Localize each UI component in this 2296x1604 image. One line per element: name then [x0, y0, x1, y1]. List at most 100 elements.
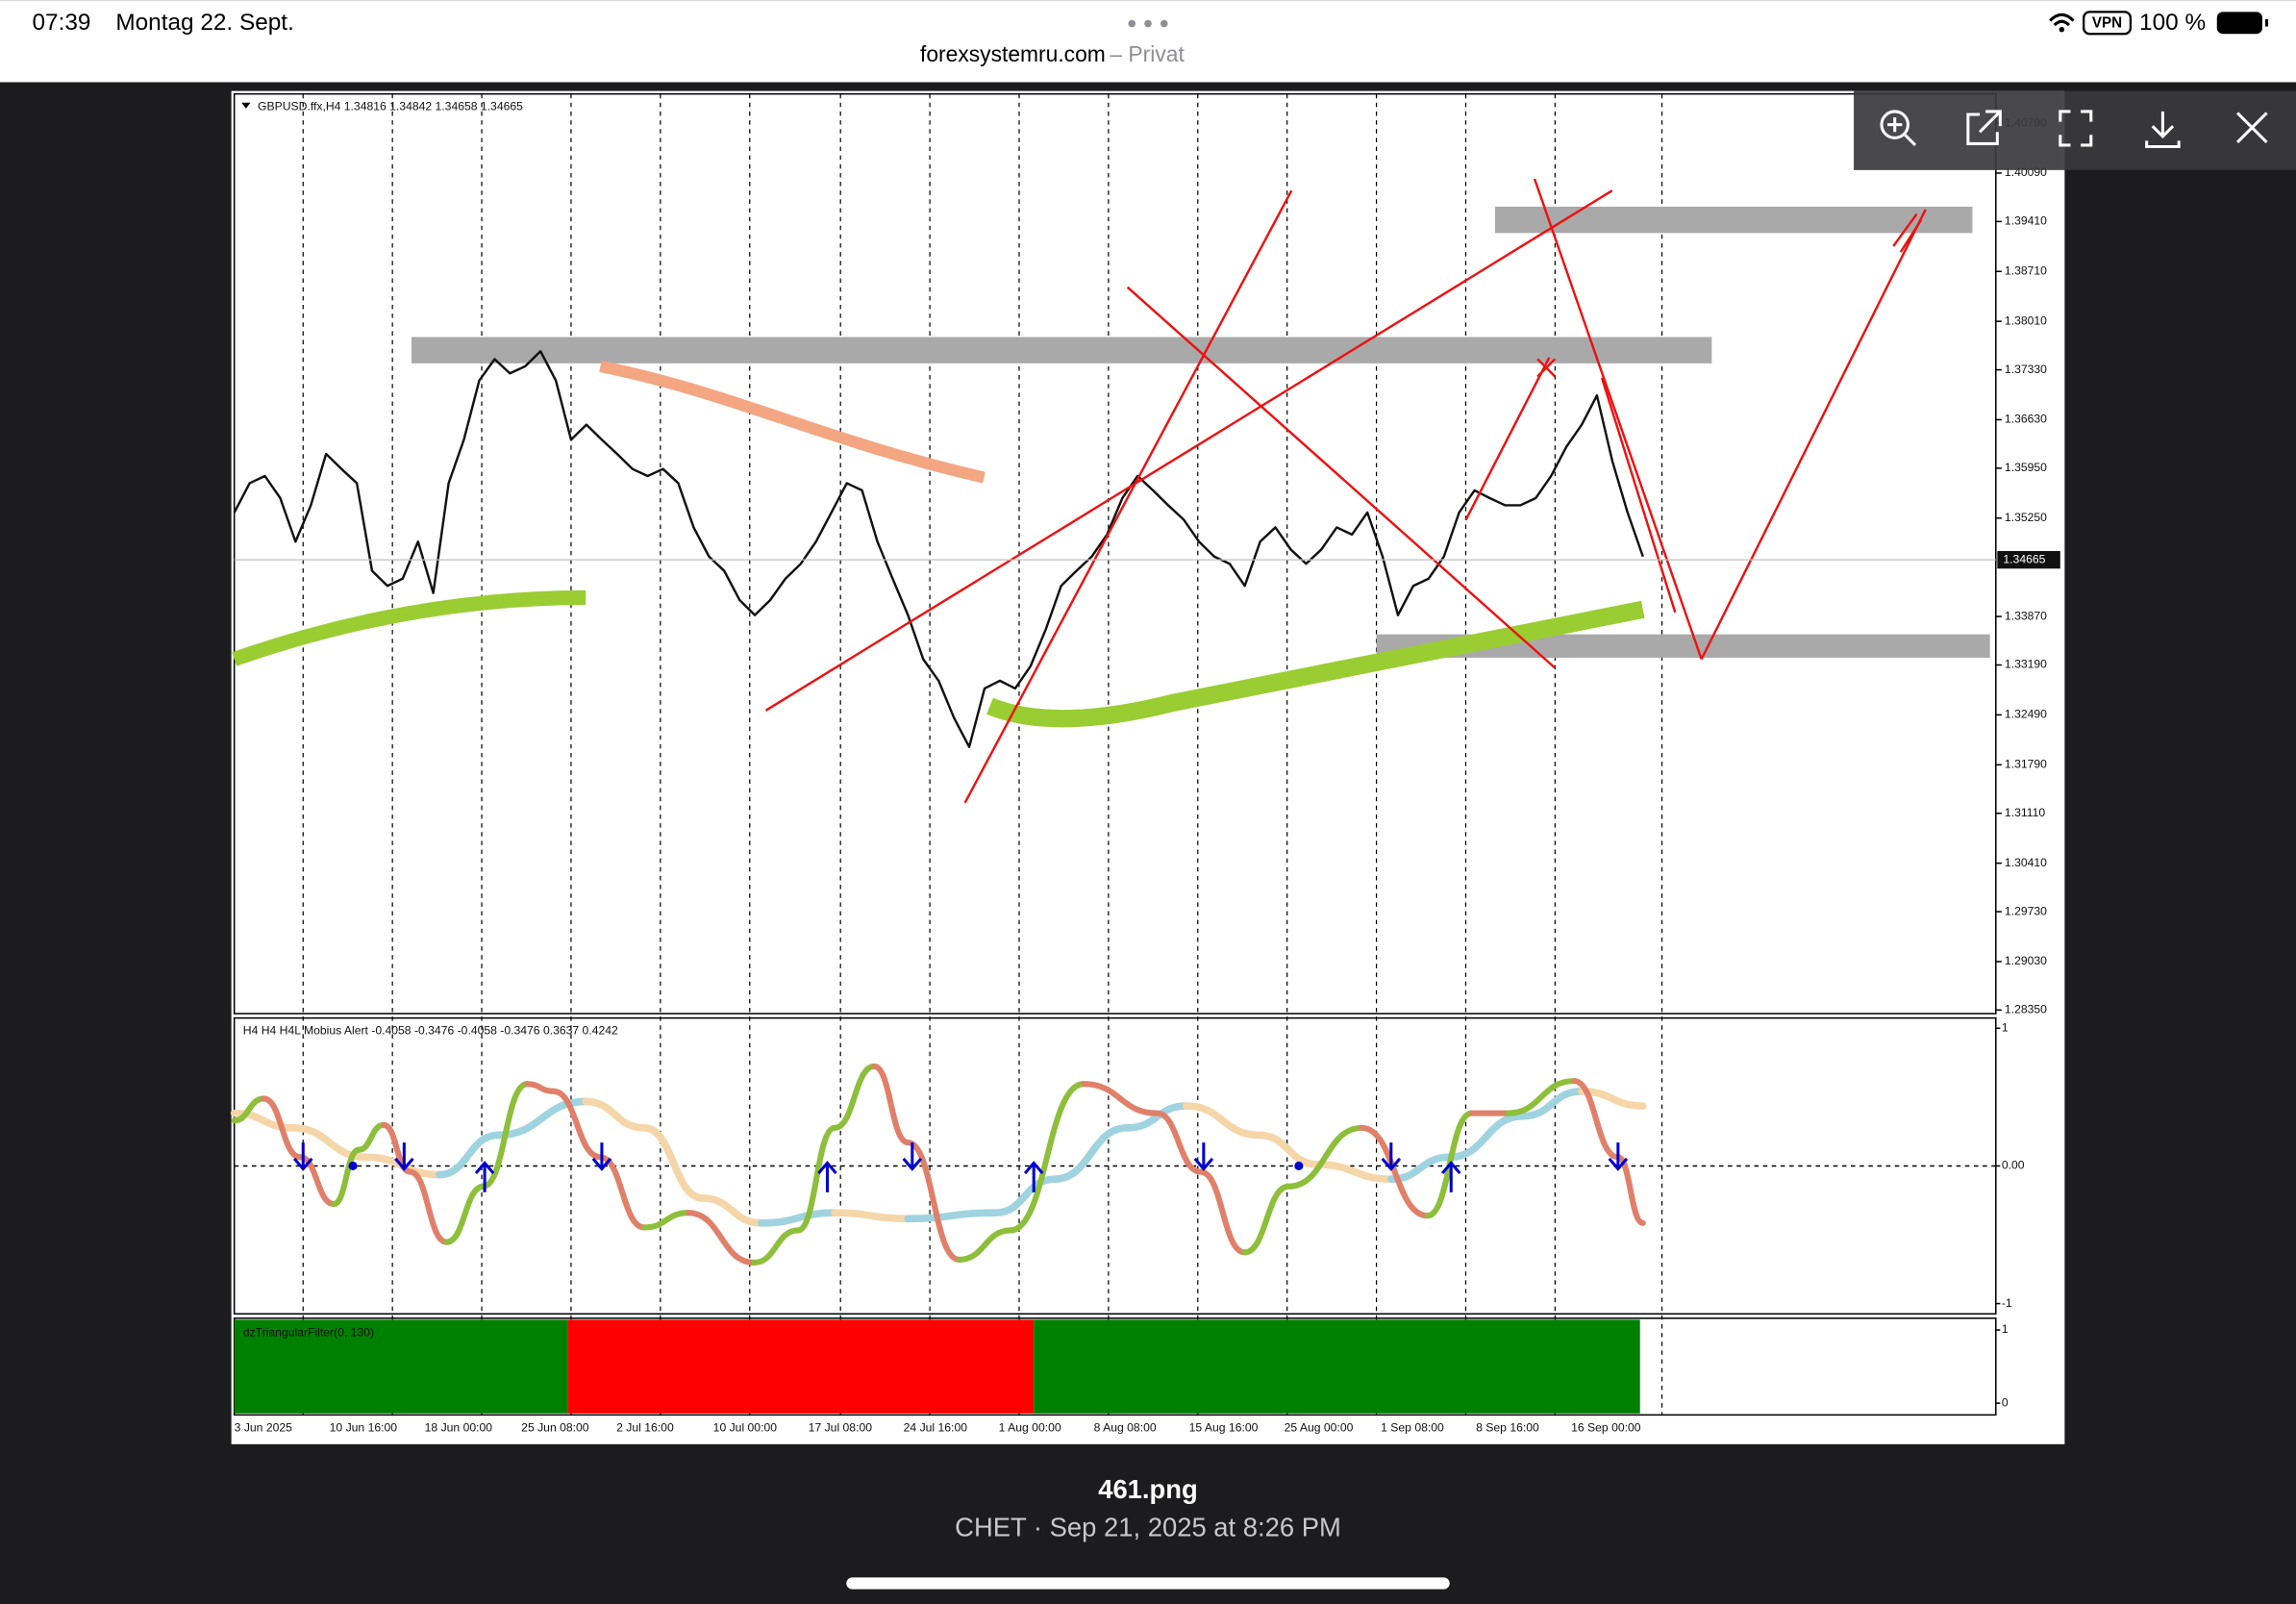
fullscreen-button[interactable] [2059, 110, 2093, 147]
battery-level: 100 % [2139, 10, 2206, 36]
osc-segment [1285, 1124, 1365, 1190]
y-tick-label: 1.31790 [2005, 758, 2047, 771]
home-indicator[interactable] [846, 1577, 1450, 1590]
osc-segment [831, 1209, 912, 1223]
y-tick-label: 1.29030 [2005, 954, 2047, 967]
y-tick-label: 1.32490 [2005, 708, 2047, 721]
osc-segment [1614, 1154, 1646, 1226]
viewer-toolbar [1854, 90, 2296, 170]
osc-segment [597, 1154, 648, 1231]
date: Montag 22. Sept. [115, 10, 294, 36]
wifi-dot [2059, 26, 2065, 33]
osc-segment [231, 1095, 267, 1124]
y-tick-label: 1.33870 [2005, 609, 2047, 622]
osc-segment [794, 1124, 838, 1234]
osc-segment [1519, 1087, 1585, 1120]
price-layer [233, 350, 1644, 748]
filter-tick-label: 1 [2002, 1322, 2009, 1336]
osc-segment [1080, 1081, 1160, 1116]
osc-segment [904, 1209, 1000, 1223]
osc-segment [582, 1097, 648, 1132]
trend-line [1533, 178, 1703, 660]
filter-up [1034, 1319, 1640, 1414]
signal-arrow [817, 1161, 837, 1192]
ma-band [986, 600, 1645, 728]
y-tick-label: 1.31110 [2005, 806, 2045, 819]
axes: 1.407901.400901.394101.387101.380101.373… [235, 115, 2060, 1434]
osc-segment [1359, 1124, 1431, 1219]
vpn-badge [2083, 11, 2133, 36]
osc-segment [261, 1095, 304, 1161]
price-box [1997, 551, 2060, 569]
osc-segment [524, 1081, 557, 1094]
osc-segment [230, 1109, 297, 1132]
wifi-icon [2049, 13, 2075, 27]
signal-arrow [1440, 1161, 1461, 1192]
trend-line [1126, 286, 1557, 669]
signal-arrow [902, 1142, 923, 1171]
zone [411, 337, 1712, 363]
x-tick-label: 25 Aug 00:00 [1285, 1420, 1354, 1434]
osc-segment [751, 1227, 802, 1266]
x-tick-label: 15 Aug 16:00 [1189, 1420, 1259, 1434]
filter-tick-label: 0 [2002, 1395, 2009, 1409]
y-tick-label: 1.36630 [2005, 413, 2047, 426]
x-tick-label: 8 Sep 16:00 [1476, 1420, 1539, 1434]
price-line [233, 350, 1644, 748]
signal-dot [1294, 1161, 1304, 1171]
url[interactable]: forexsystemru.com [920, 41, 1106, 66]
y-tick-label: 1.38710 [2005, 263, 2047, 277]
toolbar-icons [1880, 110, 2268, 148]
osc-segment [443, 1183, 487, 1245]
trend-line [963, 189, 1293, 804]
close-button[interactable] [2236, 112, 2268, 143]
y-tick-label: 1.39410 [2005, 214, 2047, 228]
filter-title: dzTriangularFilter(0, 130) [243, 1325, 374, 1339]
osc-segment [640, 1124, 707, 1202]
privacy: – Privat [1110, 41, 1185, 66]
osc-segment [407, 1168, 450, 1245]
menu-dots[interactable] [1128, 19, 1168, 28]
zoom-button[interactable] [1880, 110, 1917, 147]
x-tick-label: 25 Jun 08:00 [521, 1420, 589, 1434]
period-separators [302, 93, 1663, 1416]
y-tick-label: 1.28350 [2005, 1003, 2047, 1016]
time: 07:39 [33, 10, 91, 36]
x-tick-label: 8 Aug 08:00 [1094, 1420, 1157, 1434]
x-tick-label: 1 Aug 00:00 [999, 1420, 1061, 1434]
osc-segment [1007, 1081, 1087, 1234]
signal-arrow [292, 1142, 313, 1171]
x-tick-label: 3 Jun 2025 [235, 1420, 292, 1434]
x-tick-label: 1 Sep 08:00 [1381, 1420, 1444, 1434]
signal-arrow [394, 1142, 414, 1171]
osc-segment [1241, 1183, 1292, 1256]
y-tick-label: 1.33190 [2005, 658, 2047, 671]
open-button[interactable] [1966, 110, 2002, 145]
osc-segment [493, 1097, 589, 1140]
osc-segment [1050, 1124, 1132, 1183]
main-panel [233, 92, 1997, 1015]
osc-segment [436, 1131, 502, 1179]
osc-segment [956, 1227, 1013, 1263]
osc-tick-label: 1 [2002, 1021, 2009, 1035]
drawings [764, 178, 1927, 804]
caption: CHET · Sep 21, 2025 at 8:26 PM [955, 1512, 1341, 1541]
signal-arrow [1023, 1161, 1044, 1192]
status-bar [0, 0, 2296, 83]
ma-band [599, 360, 986, 484]
y-tick-label: 1.38010 [2005, 313, 2047, 327]
y-tick-label: 1.30410 [2005, 856, 2047, 869]
signal-arrow [591, 1142, 612, 1171]
osc-segment [991, 1175, 1059, 1216]
battery-tip [2265, 18, 2269, 27]
osc-segment [871, 1063, 911, 1146]
vpn: VPN [2092, 15, 2122, 32]
osc-segment [1197, 1168, 1248, 1256]
osc-segment [905, 1140, 962, 1263]
x-tick-label: 2 Jul 16:00 [616, 1420, 674, 1434]
download-button[interactable] [2145, 111, 2181, 148]
chart-title: GBPUSD.ffx,H4 1.34816 1.34842 1.34658 1.… [258, 100, 523, 113]
osc-segment [331, 1146, 362, 1208]
